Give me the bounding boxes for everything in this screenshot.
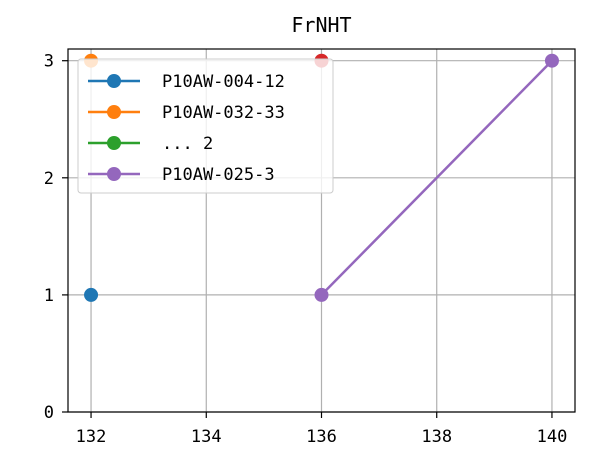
x-tick-label: 134 xyxy=(191,427,222,447)
legend-swatch-marker xyxy=(107,136,121,150)
x-tick-label: 132 xyxy=(76,427,107,447)
legend-box xyxy=(77,58,334,194)
y-tick-label: 0 xyxy=(44,403,54,423)
axis-ticks: 132 134 136 138 140 0 1 2 3 xyxy=(44,52,568,447)
legend-swatch-marker xyxy=(107,105,121,119)
data-point xyxy=(84,287,99,302)
data-point xyxy=(314,287,329,302)
legend-label: ... 2 xyxy=(162,134,213,154)
legend-swatch-marker xyxy=(107,167,121,181)
y-tick-label: 2 xyxy=(44,169,54,189)
y-tick-label: 3 xyxy=(44,52,54,72)
y-tick-label: 1 xyxy=(44,286,54,306)
legend-swatch-marker xyxy=(107,74,121,88)
legend-label: P10AW-025-3 xyxy=(162,165,275,185)
series-line xyxy=(320,59,553,296)
data-point xyxy=(544,53,559,68)
legend: P10AW-004-12 P10AW-032-33 ... 2 P10AW-025-3 xyxy=(77,58,334,194)
x-tick-label: 140 xyxy=(537,427,568,447)
legend-label: P10AW-032-33 xyxy=(162,103,285,123)
chart-title: FrNHT xyxy=(291,13,351,37)
x-tick-label: 136 xyxy=(306,427,337,447)
x-tick-label: 138 xyxy=(421,427,452,447)
legend-label: P10AW-004-12 xyxy=(162,72,285,92)
